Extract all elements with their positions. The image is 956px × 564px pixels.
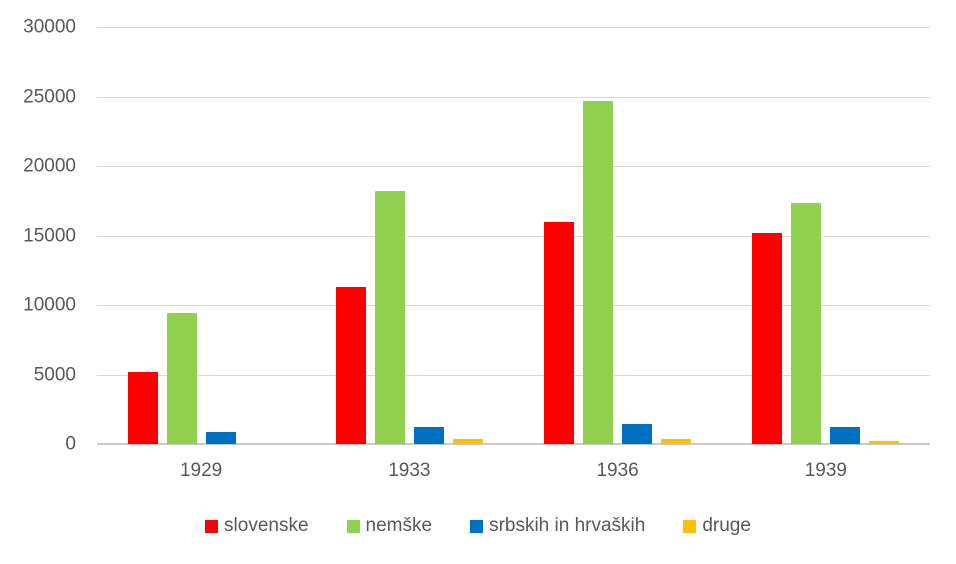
legend-label: nemške (365, 515, 433, 536)
bar (869, 441, 900, 444)
y-axis-tick-label: 15000 (23, 225, 76, 246)
gridline (97, 27, 930, 28)
plot-area (97, 27, 930, 445)
gridline (97, 96, 930, 98)
y-axis-tick-label: 10000 (23, 294, 76, 316)
x-axis-tick-label: 1939 (804, 460, 848, 481)
y-axis-tick-label: 25000 (23, 86, 76, 107)
gridline (97, 374, 930, 376)
y-axis-labels: 0 5000 10000 15000 20000 25000 30000 (0, 18, 76, 454)
bar (374, 191, 405, 444)
bar (791, 202, 822, 444)
legend-item: srbskih in hrvaških (470, 515, 645, 537)
y-axis-tick-label: 5000 (33, 364, 76, 385)
bar (335, 286, 366, 444)
bar (127, 371, 158, 444)
bar (583, 100, 614, 444)
x-axis-line (97, 443, 930, 445)
legend: slovenske nemške srbskih in hrvaških druge (0, 515, 956, 537)
x-axis-tick-label: 1933 (388, 460, 431, 481)
bar (413, 426, 444, 444)
bar (166, 313, 197, 444)
bar (622, 423, 653, 444)
legend-swatch-icon (205, 519, 219, 533)
legend-item: slovenske (205, 515, 309, 537)
y-axis-tick-label: 30000 (23, 16, 76, 38)
bar (661, 439, 692, 444)
x-axis-labels: 1929 1933 1936 1939 (97, 460, 930, 484)
bar (452, 439, 483, 444)
x-axis-tick-label: 1929 (179, 460, 223, 481)
y-axis-tick-label: 20000 (23, 155, 76, 177)
legend-swatch-icon (683, 519, 697, 533)
legend-label: druge (702, 515, 751, 536)
y-axis-tick-label: 0 (65, 433, 76, 455)
bar (205, 431, 236, 444)
x-axis-tick-label: 1936 (596, 460, 639, 481)
legend-item: druge (683, 515, 751, 537)
legend-swatch-icon (346, 519, 360, 533)
gridline (97, 166, 930, 167)
gridline (97, 305, 930, 306)
bar (752, 232, 783, 444)
legend-label: srbskih in hrvaških (489, 515, 646, 536)
bar (544, 221, 575, 444)
gridline (97, 235, 930, 237)
legend-item: nemške (346, 515, 433, 537)
bar (830, 427, 861, 444)
legend-swatch-icon (470, 519, 484, 533)
legend-label: slovenske (224, 515, 309, 536)
